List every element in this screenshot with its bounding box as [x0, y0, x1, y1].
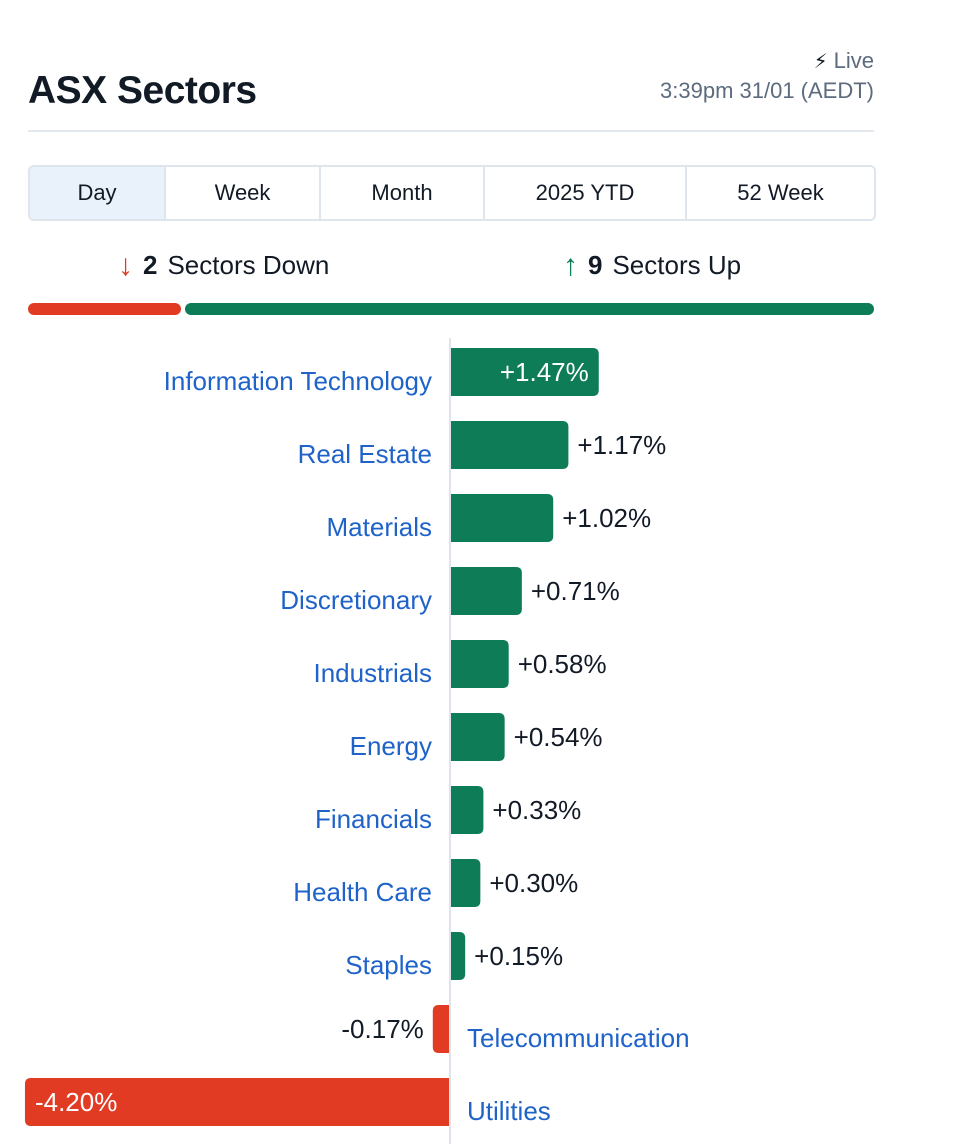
sector-breadth-bar	[28, 303, 874, 315]
tab-52-week[interactable]: 52 Week	[687, 167, 874, 219]
value-label: +1.47%	[500, 357, 589, 387]
value-label: +1.17%	[577, 430, 666, 460]
value-label: +0.71%	[531, 576, 620, 606]
arrow-up-icon: ↑	[563, 248, 578, 282]
live-label: Live	[833, 48, 874, 73]
value-label: +0.54%	[514, 722, 603, 752]
bar-financials	[450, 786, 484, 834]
category-label[interactable]: Real Estate	[298, 439, 432, 469]
sectors-up-bar	[185, 303, 874, 315]
sectors-down-label: Sectors Down	[167, 250, 330, 280]
sectors-down-summary: ↓ 2 Sectors Down	[118, 250, 329, 281]
category-label[interactable]: Information Technology	[164, 366, 432, 396]
bar-staples	[450, 932, 466, 980]
value-label: +0.30%	[489, 868, 578, 898]
timestamp: 3:39pm 31/01 (AEDT)	[660, 78, 874, 103]
category-label[interactable]: Health Care	[293, 877, 432, 907]
category-label[interactable]: Materials	[327, 512, 432, 542]
bar-real-estate	[450, 421, 569, 469]
value-label: -0.17%	[341, 1014, 423, 1044]
value-label: +0.33%	[492, 795, 581, 825]
category-label[interactable]: Telecommunication	[467, 1023, 690, 1053]
category-label[interactable]: Industrials	[314, 658, 433, 688]
bar-information-technology	[450, 348, 599, 396]
sectors-down-count: 2	[143, 250, 158, 280]
tab-2025-ytd[interactable]: 2025 YTD	[485, 167, 687, 219]
value-label: +0.58%	[518, 649, 607, 679]
arrow-down-icon: ↓	[118, 248, 133, 282]
sectors-up-summary: ↑ 9 Sectors Up	[563, 250, 741, 281]
bar-health-care	[450, 859, 481, 907]
page-title: ASX Sectors	[28, 69, 257, 112]
tab-month[interactable]: Month	[321, 167, 485, 219]
category-label[interactable]: Discretionary	[280, 585, 432, 615]
category-label[interactable]: Energy	[350, 731, 432, 761]
bar-energy	[450, 713, 505, 761]
bar-telecommunication	[432, 1005, 450, 1053]
tab-day[interactable]: Day	[30, 167, 166, 219]
sectors-up-label: Sectors Up	[612, 250, 742, 280]
category-label[interactable]: Financials	[315, 804, 432, 834]
bar-materials	[450, 494, 554, 542]
sectors-down-bar	[28, 303, 182, 315]
category-label[interactable]: Utilities	[467, 1096, 551, 1126]
bar-discretionary	[450, 567, 522, 615]
lightning-bolt-icon: ⚡	[813, 50, 828, 73]
category-label[interactable]: Staples	[345, 950, 432, 980]
header-divider	[28, 130, 874, 132]
period-tabs: Day Week Month 2025 YTD 52 Week	[28, 165, 876, 221]
live-indicator: ⚡ Live	[814, 48, 874, 74]
value-label: +0.15%	[474, 941, 563, 971]
bar-industrials	[450, 640, 509, 688]
bar-utilities	[24, 1078, 451, 1126]
value-label: -4.20%	[35, 1087, 117, 1117]
sectors-up-count: 9	[588, 250, 603, 280]
sector-performance-chart: +1.47% Information Technology +1.17% Real E…	[24, 338, 690, 1144]
tab-week[interactable]: Week	[166, 167, 321, 219]
value-label: +1.02%	[562, 503, 651, 533]
